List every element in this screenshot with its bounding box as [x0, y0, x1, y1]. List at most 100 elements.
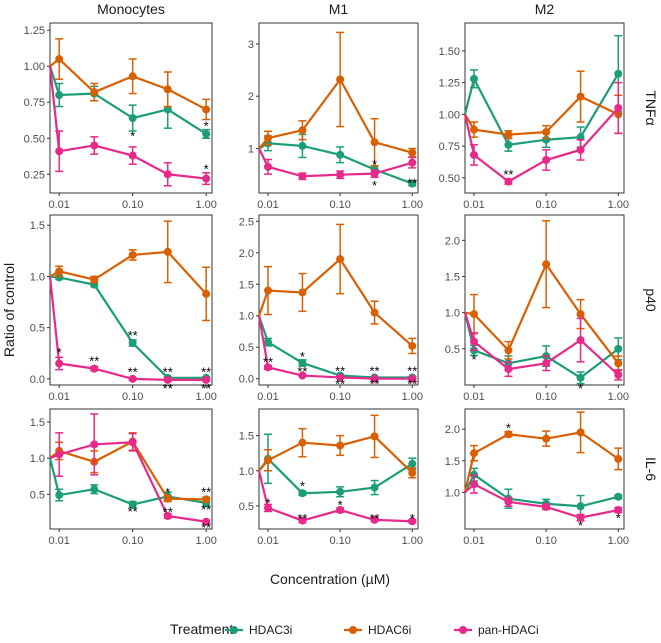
x-tick-label: 0.10	[535, 535, 556, 547]
data-point	[542, 434, 551, 443]
y-tick-label: 0.0	[30, 374, 45, 386]
series-HDAC3i	[48, 457, 211, 509]
data-point	[408, 341, 417, 350]
data-point	[370, 432, 379, 441]
x-tick-label: 0.01	[48, 199, 69, 211]
significance-label: *	[616, 511, 621, 526]
x-tick-label: 0.10	[122, 535, 143, 547]
data-point	[504, 430, 513, 439]
data-point	[504, 130, 513, 139]
y-tick-label: 1.5	[30, 220, 45, 232]
panel-border	[464, 214, 625, 386]
legend-label: HDAC6i	[368, 623, 411, 637]
x-tick-label: 0.10	[122, 199, 143, 211]
data-point	[128, 151, 137, 160]
data-point	[55, 450, 64, 459]
significance-label: *	[578, 381, 583, 396]
data-point	[298, 371, 307, 380]
series-pan-HDACi	[48, 66, 211, 187]
legend-entry: HDAC3i	[225, 623, 292, 637]
data-point	[614, 104, 623, 112]
significance-label: *	[372, 157, 377, 172]
data-point	[90, 364, 99, 373]
data-point	[504, 140, 513, 149]
series-pan-HDACi	[48, 276, 211, 384]
column-strip-label: M1	[329, 1, 349, 17]
data-point	[336, 487, 345, 496]
data-point	[542, 260, 551, 269]
significance-label: *	[130, 128, 135, 143]
data-point	[470, 310, 479, 319]
y-tick-label: 0.5	[30, 489, 45, 501]
significance-label: **	[407, 377, 417, 392]
significance-label: **	[89, 353, 99, 368]
significance-label: *	[300, 349, 305, 364]
panel-border	[258, 214, 419, 386]
data-point	[576, 92, 585, 101]
x-tick-label: 1.00	[402, 391, 423, 403]
y-tick-label: 0.75	[24, 97, 45, 109]
legend-entry: pan-HDACi	[454, 623, 539, 637]
data-point	[408, 158, 417, 167]
panel-border	[49, 408, 213, 530]
series-line	[49, 57, 207, 111]
x-tick-label: 1.00	[608, 391, 629, 403]
data-point	[408, 148, 417, 157]
significance-label: *	[300, 478, 305, 493]
data-point	[614, 454, 623, 463]
data-point	[298, 489, 307, 498]
series-line	[464, 95, 619, 136]
y-tick-label: 1.00	[439, 109, 460, 121]
data-point	[202, 129, 211, 138]
data-point	[576, 310, 585, 319]
series-line	[257, 257, 414, 347]
panel-border	[258, 22, 419, 194]
y-tick-label: 0.5	[30, 323, 45, 335]
y-tick-label: 1.00	[24, 61, 45, 73]
series-line	[257, 315, 413, 380]
series-HDAC3i	[463, 34, 623, 152]
data-point	[614, 370, 623, 379]
panel: 0.51.01.50.01 0.10 1.00******* *	[239, 408, 423, 547]
data-point	[163, 375, 172, 384]
data-point	[542, 128, 551, 137]
series-pan-HDACi	[257, 315, 417, 383]
x-tick-label: 0.01	[257, 199, 278, 211]
x-tick-label: 1.00	[195, 535, 216, 547]
data-point	[470, 337, 479, 346]
legend: Treatment HDAC3i HDAC6i pan-HDACi	[170, 621, 539, 637]
data-point	[370, 374, 379, 383]
legend-label: pan-HDACi	[478, 623, 539, 637]
y-tick-label: 1.5	[239, 431, 254, 443]
data-point	[163, 105, 172, 114]
data-point	[298, 288, 307, 297]
y-tick-label: 1.5	[239, 279, 254, 291]
significance-label: *	[165, 485, 170, 500]
y-tick-label: 1.50	[439, 46, 460, 58]
series-HDAC3i	[463, 312, 623, 385]
y-tick-label: 3	[248, 39, 254, 51]
data-point	[298, 516, 307, 525]
x-tick-label: 0.01	[463, 199, 484, 211]
data-point	[336, 373, 345, 382]
column-strip-label: M2	[535, 1, 555, 17]
y-tick-label: 1.5	[30, 417, 45, 429]
x-tick-label: 0.10	[535, 391, 556, 403]
data-point	[202, 375, 211, 384]
panel: 0.51.01.50.01 0.10 1.00***********	[30, 408, 217, 547]
data-point	[470, 150, 479, 159]
legend-title: Treatment	[170, 621, 233, 637]
data-point	[202, 517, 211, 526]
data-point	[264, 338, 273, 347]
data-point	[55, 267, 64, 276]
panel: 0.00.51.01.52.02.50.01 0.10 1.00** *** *****…	[239, 214, 423, 403]
series-HDAC6i	[49, 38, 211, 121]
data-point	[264, 363, 273, 372]
significance-label: **	[201, 365, 211, 380]
series-line	[258, 77, 413, 154]
y-tick-label: 0.50	[439, 173, 460, 185]
data-point	[370, 138, 379, 147]
series-line	[463, 73, 620, 146]
series-line	[48, 65, 207, 135]
